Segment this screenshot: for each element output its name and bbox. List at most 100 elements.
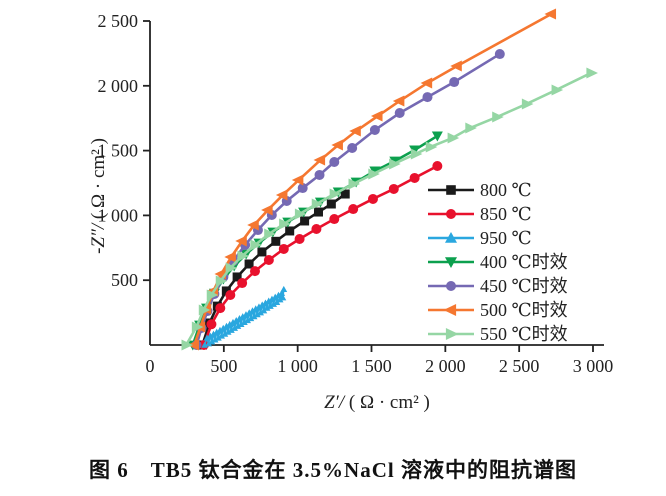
legend-label: 550 ℃时效 — [480, 324, 568, 344]
series-marker — [264, 228, 276, 240]
series-marker — [368, 168, 380, 180]
series-marker — [249, 307, 256, 314]
series-marker — [270, 300, 277, 307]
figure-caption: 图 6 TB5 钛合金在 3.5%NaCl 溶液中的阻抗谱图 — [89, 458, 577, 482]
legend-label: 850 ℃ — [480, 204, 532, 224]
series-marker — [329, 188, 342, 200]
series-marker — [425, 141, 438, 153]
series-marker — [257, 309, 265, 316]
series-marker — [340, 189, 350, 199]
series-marker — [271, 293, 279, 300]
series-line — [191, 134, 439, 346]
x-tick-label: 500 — [210, 356, 237, 376]
x-ticks: 0 500 1 000 1 500 2 000 2 500 3 000 — [146, 345, 613, 376]
series-marker — [226, 320, 234, 327]
series-marker — [313, 207, 323, 217]
series-marker — [266, 302, 274, 309]
series-marker — [218, 332, 226, 339]
legend-marker — [445, 232, 457, 243]
y-tick-label: 1 500 — [98, 141, 139, 161]
series-marker — [203, 334, 211, 341]
series-marker — [244, 259, 254, 269]
series-marker — [297, 183, 308, 194]
series-marker — [249, 266, 260, 277]
series-marker — [313, 154, 326, 166]
series-marker — [279, 294, 287, 301]
series-marker — [279, 218, 291, 230]
series-marker — [447, 132, 460, 144]
series-marker — [586, 67, 598, 79]
series-marker — [239, 313, 247, 320]
series-marker — [225, 262, 238, 274]
y-tick-label: 2 000 — [98, 76, 139, 96]
series-marker — [329, 214, 340, 225]
series-marker — [294, 208, 307, 220]
series-marker — [392, 95, 405, 107]
series-marker — [198, 304, 211, 316]
series-marker — [227, 326, 235, 333]
series-line — [195, 52, 501, 346]
series-marker — [265, 297, 273, 304]
series-marker — [229, 318, 237, 326]
series-marker — [240, 318, 248, 326]
series-marker — [410, 148, 423, 160]
series-marker — [349, 125, 361, 137]
impedance-nyquist-chart: 0 500 1 000 1 500 2 000 2 500 3 000 500 1 000 1 5… — [88, 8, 613, 413]
series-2 — [201, 285, 288, 348]
series-marker — [521, 98, 534, 110]
series-marker — [244, 316, 252, 324]
series-marker — [250, 239, 262, 251]
series-marker — [211, 336, 219, 343]
legend-label: 450 ℃时效 — [480, 276, 568, 296]
series-marker — [494, 49, 505, 60]
series-marker — [275, 291, 282, 298]
x-tick-label: 0 — [146, 356, 155, 376]
series-marker — [247, 315, 255, 322]
series-marker — [492, 111, 504, 123]
series-marker — [388, 183, 399, 194]
x-tick-label: 2 000 — [425, 356, 466, 376]
series-marker — [231, 324, 239, 331]
series-marker — [370, 110, 383, 122]
legend-item: 850 ℃ — [428, 204, 532, 224]
series-marker — [394, 108, 405, 119]
series-marker — [237, 278, 248, 289]
series-6 — [181, 67, 598, 351]
series-marker — [206, 332, 214, 339]
series-marker — [232, 316, 240, 324]
series-marker — [252, 305, 260, 312]
series-marker — [285, 226, 295, 236]
series-marker — [300, 216, 310, 226]
x-axis-label: Z′/ ( Ω · cm² ) — [324, 392, 430, 413]
series-marker — [347, 143, 358, 154]
series-marker — [409, 172, 420, 183]
series-marker — [206, 319, 217, 330]
series-marker — [236, 315, 243, 322]
series-marker — [278, 243, 289, 254]
series-marker — [278, 289, 286, 296]
series-marker — [224, 328, 232, 335]
series-marker — [431, 131, 443, 142]
series-marker — [224, 251, 236, 263]
series-marker — [291, 174, 304, 186]
series-marker — [422, 92, 433, 103]
legend-item: 450 ℃时效 — [428, 276, 568, 296]
series-marker — [253, 311, 261, 318]
series-marker — [348, 204, 359, 215]
series-marker — [221, 286, 231, 296]
legend-item: 400 ℃时效 — [428, 252, 568, 272]
legend-marker — [446, 209, 456, 219]
x-tick-label: 1 500 — [351, 356, 392, 376]
series-marker — [326, 199, 336, 209]
series-marker — [329, 157, 340, 168]
series-marker — [311, 224, 322, 235]
series-marker — [275, 189, 288, 201]
legend-label: 800 ℃ — [480, 180, 532, 200]
y-tick-label: 500 — [111, 270, 138, 290]
y-tick-label: 1 000 — [98, 205, 139, 225]
series-marker — [234, 322, 242, 329]
series-marker — [219, 324, 227, 331]
series-marker — [276, 296, 284, 303]
legend-item: 500 ℃时效 — [428, 300, 568, 320]
